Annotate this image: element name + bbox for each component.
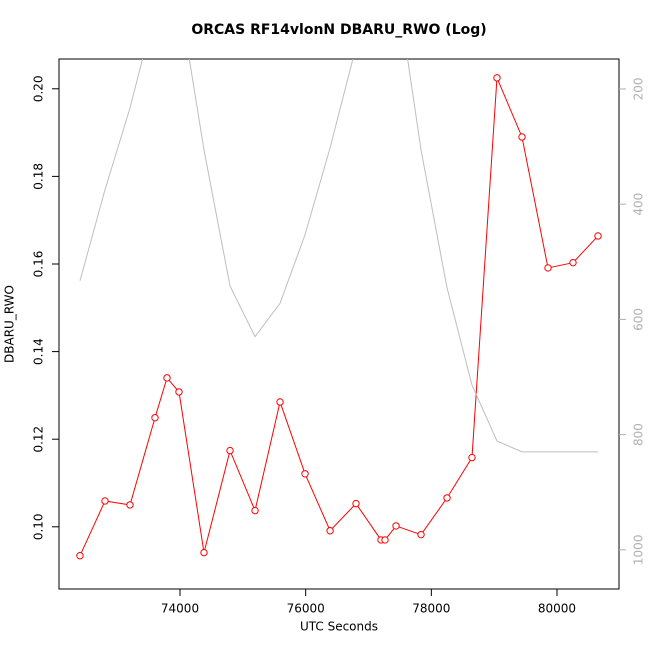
- y2-tick-label: 200: [632, 78, 646, 101]
- y-axis-label: DBARU_RWO: [3, 285, 17, 363]
- point: [392, 522, 400, 530]
- y2-tick-label: 600: [632, 308, 646, 331]
- point: [544, 264, 552, 272]
- y-tick-label: 0.12: [32, 426, 46, 453]
- point: [76, 552, 84, 560]
- y-tick-label: 0.10: [32, 513, 46, 540]
- point: [352, 499, 360, 508]
- y2-tick-label: 800: [632, 423, 646, 446]
- point: [493, 74, 501, 82]
- plot-area: [76, 59, 602, 560]
- point: [381, 536, 389, 544]
- y2-tick-label: 1000: [632, 535, 646, 566]
- series-line: [79, 77, 599, 556]
- point: [251, 506, 259, 515]
- point: [126, 501, 134, 509]
- y-tick-label: 0.20: [32, 75, 46, 102]
- point: [226, 446, 234, 455]
- point: [443, 494, 451, 502]
- point: [594, 232, 602, 240]
- point: [301, 470, 309, 478]
- x-tick-label: 74000: [161, 602, 199, 616]
- point: [175, 388, 183, 396]
- y-tick-label: 0.18: [32, 163, 46, 190]
- point: [163, 374, 171, 382]
- x-axis-label: UTC Seconds: [300, 620, 378, 634]
- plot-frame: [58, 58, 620, 590]
- point: [276, 398, 284, 406]
- x-tick-label: 80000: [538, 602, 576, 616]
- point: [468, 453, 476, 462]
- point: [326, 527, 334, 535]
- point: [151, 414, 159, 422]
- point: [200, 548, 208, 557]
- series-line: [79, 59, 599, 453]
- y-tick-label: 0.14: [32, 338, 46, 365]
- y-tick-label: 0.16: [32, 251, 46, 278]
- point: [417, 530, 425, 539]
- point: [101, 497, 109, 505]
- y2-tick-label: 400: [632, 193, 646, 216]
- x-tick-label: 78000: [412, 602, 450, 616]
- point: [569, 258, 577, 267]
- point: [518, 133, 526, 141]
- chart-title: ORCAS RF14vlonN DBARU_RWO (Log): [191, 22, 486, 38]
- x-tick-label: 76000: [287, 602, 325, 616]
